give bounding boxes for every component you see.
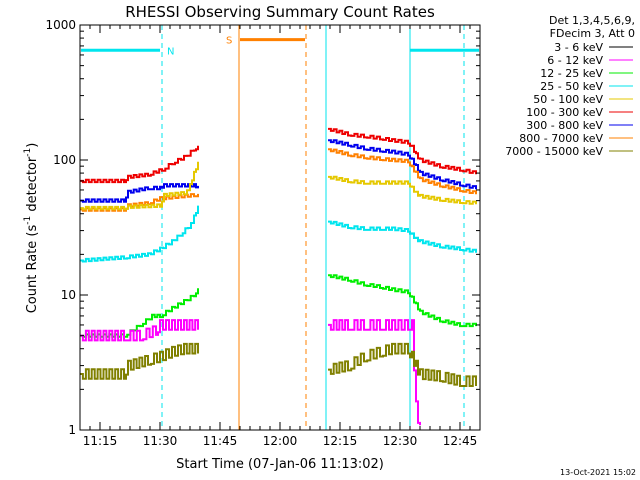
y-axis-label-sup1: -1: [23, 216, 33, 225]
series-layer: [80, 127, 477, 426]
x-tick-label: 12:30: [383, 434, 418, 448]
y-axis-label-sup2: -1: [23, 148, 33, 157]
series-line-800-7000-kev: [328, 148, 477, 195]
y-axis-label: Count Rate (s-1 detector-1): [23, 143, 40, 314]
x-tick-label: 12:15: [323, 434, 358, 448]
series-line-6-12-kev: [80, 319, 199, 342]
legend: Det 1,3,4,5,6,9, FDecim 3, Att 0 3 - 6 k…: [505, 14, 635, 158]
flag-overlay-layer: NS: [81, 25, 479, 430]
legend-label: 12 - 25 keV: [540, 67, 603, 80]
series-line-6-12-kev: [328, 319, 421, 426]
legend-header-line-1: Det 1,3,4,5,6,9,: [549, 14, 635, 27]
series-line-300-800-kev: [80, 183, 199, 203]
legend-header-line-2: FDecim 3, Att 0: [550, 27, 635, 40]
series-line-7000-15000-kev: [80, 342, 199, 380]
series-line-50-100-kev: [328, 175, 477, 205]
x-tick-label: 11:15: [83, 434, 118, 448]
series-line-25-50-kev: [80, 205, 199, 263]
legend-label: 3 - 6 keV: [554, 41, 603, 54]
legend-label: 7000 - 15000 keV: [505, 145, 603, 158]
y-axis-label-mid: detector: [25, 156, 40, 216]
series-line-25-50-kev: [328, 220, 477, 253]
x-tick-label: 11:45: [203, 434, 238, 448]
saa-flag-label: S: [226, 36, 232, 47]
series-line-100-300-kev: [328, 127, 477, 175]
legend-label: 100 - 300 keV: [526, 106, 603, 119]
x-tick-label: 12:45: [443, 434, 478, 448]
footer-timestamp: 13-Oct-2021 15:02: [560, 468, 636, 477]
y-tick-label: 1: [68, 423, 76, 437]
y-tick-label: 100: [53, 153, 76, 167]
series-line-100-300-kev: [80, 145, 199, 184]
legend-label: 800 - 7000 keV: [519, 132, 603, 145]
y-tick-label: 1000: [45, 18, 76, 32]
series-line-300-800-kev: [328, 139, 477, 190]
axis-layer: 11:15 11:30 11:45 12:00 12:15 12:30 12:45 1 10 10…: [45, 18, 481, 448]
y-axis-label-end: ): [25, 143, 40, 148]
night-flag-label: N: [167, 46, 174, 57]
chart-title: RHESSI Observing Summary Count Rates: [125, 3, 435, 21]
x-tick-label: 12:00: [263, 434, 298, 448]
y-tick-label: 10: [61, 288, 76, 302]
series-line-50-100-kev: [80, 161, 199, 211]
legend-label: 50 - 100 keV: [533, 93, 603, 106]
y-axis-label-main: Count Rate (s: [25, 225, 40, 314]
legend-label: 25 - 50 keV: [540, 80, 603, 93]
x-axis-label: Start Time (07-Jan-06 11:13:02): [176, 457, 384, 472]
x-tick-label: 11:30: [143, 434, 178, 448]
legend-label: 6 - 12 keV: [547, 54, 603, 67]
legend-label: 300 - 800 keV: [526, 119, 603, 132]
series-line-7000-15000-kev: [328, 342, 477, 387]
series-line-12-25-kev: [328, 274, 477, 328]
